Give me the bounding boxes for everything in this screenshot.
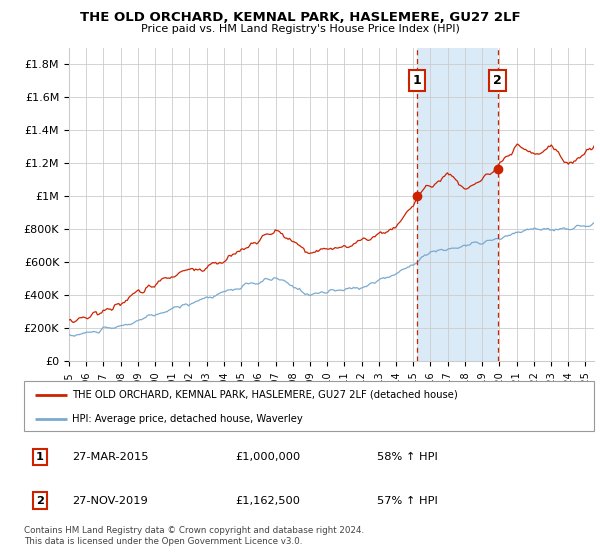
Text: 27-NOV-2019: 27-NOV-2019: [73, 496, 148, 506]
FancyBboxPatch shape: [24, 381, 594, 431]
Text: Price paid vs. HM Land Registry's House Price Index (HPI): Price paid vs. HM Land Registry's House …: [140, 24, 460, 34]
Text: THE OLD ORCHARD, KEMNAL PARK, HASLEMERE, GU27 2LF (detached house): THE OLD ORCHARD, KEMNAL PARK, HASLEMERE,…: [73, 390, 458, 400]
Text: 2: 2: [493, 74, 502, 87]
Text: 58% ↑ HPI: 58% ↑ HPI: [377, 452, 438, 462]
Text: HPI: Average price, detached house, Waverley: HPI: Average price, detached house, Wave…: [73, 414, 303, 423]
Text: £1,000,000: £1,000,000: [235, 452, 300, 462]
Text: 57% ↑ HPI: 57% ↑ HPI: [377, 496, 438, 506]
Text: 2: 2: [36, 496, 44, 506]
Text: £1,162,500: £1,162,500: [235, 496, 300, 506]
Text: Contains HM Land Registry data © Crown copyright and database right 2024.
This d: Contains HM Land Registry data © Crown c…: [24, 526, 364, 546]
Text: 1: 1: [36, 452, 44, 462]
Text: 27-MAR-2015: 27-MAR-2015: [73, 452, 149, 462]
Text: THE OLD ORCHARD, KEMNAL PARK, HASLEMERE, GU27 2LF: THE OLD ORCHARD, KEMNAL PARK, HASLEMERE,…: [80, 11, 520, 24]
Text: 1: 1: [413, 74, 422, 87]
Bar: [417, 48, 497, 361]
